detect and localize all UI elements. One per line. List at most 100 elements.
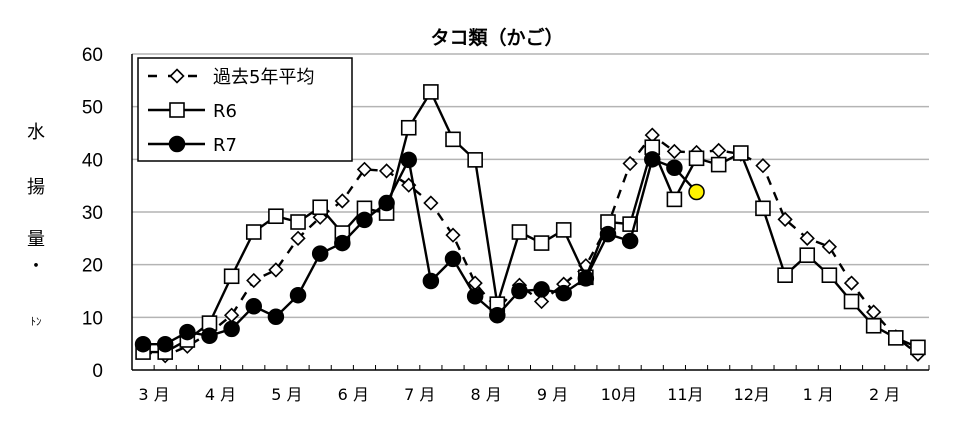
square-marker	[865, 317, 882, 334]
circle-marker	[223, 320, 240, 338]
circle-marker	[621, 232, 639, 250]
series-過去5年平均	[135, 127, 926, 364]
diamond-marker	[378, 163, 395, 179]
y-tick-label: 30	[82, 203, 103, 224]
diamond-marker	[799, 230, 815, 246]
plot-series	[134, 84, 926, 364]
diamond-marker	[223, 307, 240, 323]
diamond-marker	[334, 193, 350, 209]
diamond-marker	[445, 227, 461, 243]
circle-marker	[533, 281, 550, 298]
diamond-marker	[755, 158, 771, 174]
diamond-marker	[533, 293, 550, 310]
legend: 過去5年平均 R6 R7	[137, 57, 353, 162]
diamond-marker	[622, 155, 638, 172]
x-month-label: 6 月	[338, 385, 369, 404]
y-tick-label: 60	[82, 45, 103, 66]
diamond-marker	[246, 272, 262, 289]
y-axis-label-char: ・	[27, 256, 45, 277]
square-marker	[843, 293, 860, 310]
x-month-label: 8 月	[471, 385, 502, 404]
square-marker	[799, 247, 816, 263]
circle-marker	[599, 225, 617, 243]
circle-marker	[466, 288, 484, 305]
y-tick-label: 10	[82, 308, 103, 329]
square-marker	[223, 268, 240, 285]
diamond-marker	[666, 143, 683, 160]
circle-marker	[688, 183, 705, 201]
square-marker	[245, 224, 262, 240]
x-month-label: 12月	[734, 385, 770, 404]
circle-marker	[267, 308, 285, 326]
x-month-label: 7 月	[404, 385, 435, 404]
x-month-label: 1 月	[803, 385, 834, 404]
x-month-label: 5 月	[271, 385, 302, 404]
square-marker	[710, 156, 727, 173]
y-axis-label-char: 水	[27, 122, 45, 143]
circle-marker	[334, 234, 351, 252]
square-marker	[910, 339, 926, 356]
square-marker	[555, 222, 572, 238]
y-tick-label: 50	[82, 98, 103, 119]
circle-marker	[134, 335, 152, 353]
square-marker	[688, 150, 705, 167]
y-tick-label: 40	[82, 150, 103, 171]
series-line	[142, 133, 919, 358]
square-marker	[533, 235, 550, 251]
y-axis-ticks: 0 10 20 30 40 50 60	[82, 45, 103, 382]
legend-item: R6	[148, 101, 237, 122]
circle-marker	[179, 323, 196, 341]
y-axis-label: 水揚量・ ﾄﾝ	[27, 122, 45, 328]
square-marker	[887, 330, 904, 346]
square-marker	[400, 119, 417, 136]
square-marker	[755, 200, 771, 217]
circle-marker	[444, 250, 462, 268]
circle-marker	[289, 286, 307, 304]
x-month-label: 4 月	[205, 385, 236, 404]
circle-marker	[577, 270, 595, 287]
square-marker	[821, 267, 838, 284]
x-month-label: 3 月	[138, 385, 169, 404]
legend-label: R7	[213, 135, 237, 156]
circle-marker	[555, 284, 572, 302]
legend-item: R7	[148, 135, 237, 156]
circle-marker	[489, 306, 506, 324]
square-marker	[511, 224, 528, 240]
diamond-marker	[268, 262, 284, 278]
diamond-marker	[711, 142, 727, 159]
y-axis-label-char: 揚	[27, 177, 45, 198]
y-tick-label: 20	[82, 256, 103, 277]
diamond-marker	[777, 211, 793, 228]
diamond-marker	[290, 230, 306, 246]
x-axis-ticks: 3 月 4 月 5 月 6 月 7 月 8 月 9 月 10月 11月 12月 1 月 2 月	[138, 365, 930, 404]
circle-marker	[156, 335, 174, 353]
x-month-label: 10月	[601, 385, 637, 404]
square-marker	[777, 267, 793, 284]
legend-label: R6	[213, 101, 237, 122]
diamond-marker	[843, 275, 860, 291]
circle-marker	[666, 159, 683, 177]
square-marker	[733, 145, 749, 161]
diamond-marker	[356, 161, 373, 177]
circle-marker	[378, 194, 395, 212]
chart-title: タコ類（かご）	[430, 26, 563, 49]
circle-marker	[400, 151, 417, 169]
circle-marker	[644, 151, 661, 168]
square-marker	[312, 199, 328, 216]
diamond-marker	[169, 68, 185, 84]
square-marker	[467, 152, 483, 168]
circle-marker	[168, 135, 186, 153]
square-marker	[445, 131, 461, 148]
y-axis-label-char: ﾄﾝ	[31, 315, 42, 328]
x-month-label: 9 月	[537, 385, 568, 404]
diamond-marker	[423, 195, 439, 211]
legend-item: 過去5年平均	[148, 67, 314, 88]
square-marker	[290, 214, 306, 230]
x-month-label: 2 月	[869, 385, 900, 404]
diamond-marker	[821, 239, 838, 255]
circle-marker	[356, 211, 373, 229]
circle-marker	[201, 327, 218, 345]
y-axis-label-char: 量	[27, 229, 45, 250]
x-month-label: 11月	[667, 385, 703, 404]
